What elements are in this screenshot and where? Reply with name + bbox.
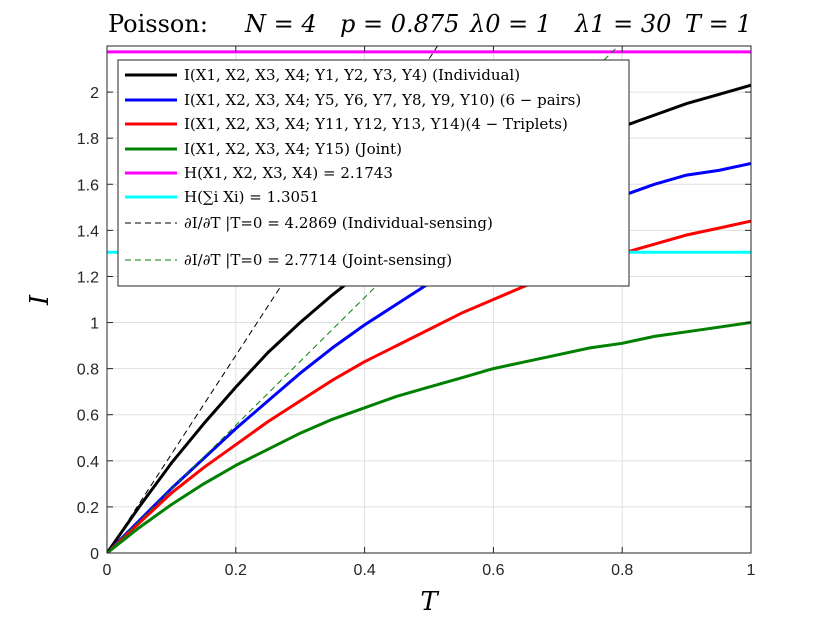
y-tick-label: 1.4 [77, 223, 99, 240]
legend-label-6: H(∑i Xi) = 1.3051 [184, 188, 319, 206]
ticks: 0 0.2 0.4 0.6 0.8 1 0 0.2 0.4 0.6 0.8 1 1.2 1.4 1.6 1.8… [77, 46, 756, 579]
legend-label-3: I(X1, X2, X3, X4; Y11, Y12, Y13, Y14)(4 … [184, 115, 568, 133]
chart-title-param-n: N = 4 [244, 10, 317, 38]
legend-label-4: I(X1, X2, X3, X4; Y15) (Joint) [184, 140, 402, 158]
y-tick-label: 1.8 [77, 131, 99, 148]
chart-title: Poisson: N = 4 p = 0.875 λ0 = 1 λ1 = 30 … [108, 10, 752, 38]
chart-title-param-lambda1: λ1 = 30 [574, 10, 671, 38]
y-tick-label: 1.6 [77, 177, 99, 194]
chart-title-param-t: T = 1 [685, 10, 752, 38]
legend-label-1: I(X1, X2, X3, X4; Y1, Y2, Y3, Y4) (Indiv… [184, 66, 520, 84]
legend-label-5: H(X1, X2, X3, X4) = 2.1743 [184, 164, 393, 182]
y-tick-label: 1 [90, 316, 99, 333]
x-tick-label: 0.8 [611, 562, 633, 579]
legend-label-7: ∂I/∂T |T=0 = 4.2869 (Individual-sensing) [184, 214, 493, 232]
y-axis-label: I [25, 294, 55, 306]
x-tick-label: 0.2 [225, 562, 247, 579]
legend-label-8: ∂I/∂T |T=0 = 2.7714 (Joint-sensing) [184, 251, 452, 269]
y-tick-label: 2 [90, 85, 99, 102]
series-line-4 [107, 321, 751, 553]
plot-frame [106, 45, 752, 554]
y-tick-label: 0.4 [77, 454, 99, 471]
chart-title-prefix: Poisson: [108, 10, 208, 38]
x-axis-label: T [420, 587, 439, 617]
x-tick-label: 0.6 [482, 562, 504, 579]
legend: I(X1, X2, X3, X4; Y1, Y2, Y3, Y4) (Indiv… [117, 59, 630, 287]
chart-title-param-lambda0: λ0 = 1 [469, 10, 551, 38]
legend-box [117, 59, 630, 287]
x-tick-label: 0 [103, 562, 112, 579]
series-line-3 [107, 219, 751, 553]
y-tick-label: 0.8 [77, 362, 99, 379]
chart-title-param-p: p = 0.875 [340, 10, 459, 38]
legend-label-2: I(X1, X2, X3, X4; Y5, Y6, Y7, Y8, Y9, Y1… [184, 91, 581, 109]
x-tick-label: 0.4 [353, 562, 375, 579]
y-tick-label: 0.6 [77, 408, 99, 425]
y-tick-label: 0 [90, 546, 99, 563]
y-tick-label: 0.2 [77, 500, 99, 517]
x-tick-label: 1 [747, 562, 756, 579]
y-tick-label: 1.2 [77, 269, 99, 286]
